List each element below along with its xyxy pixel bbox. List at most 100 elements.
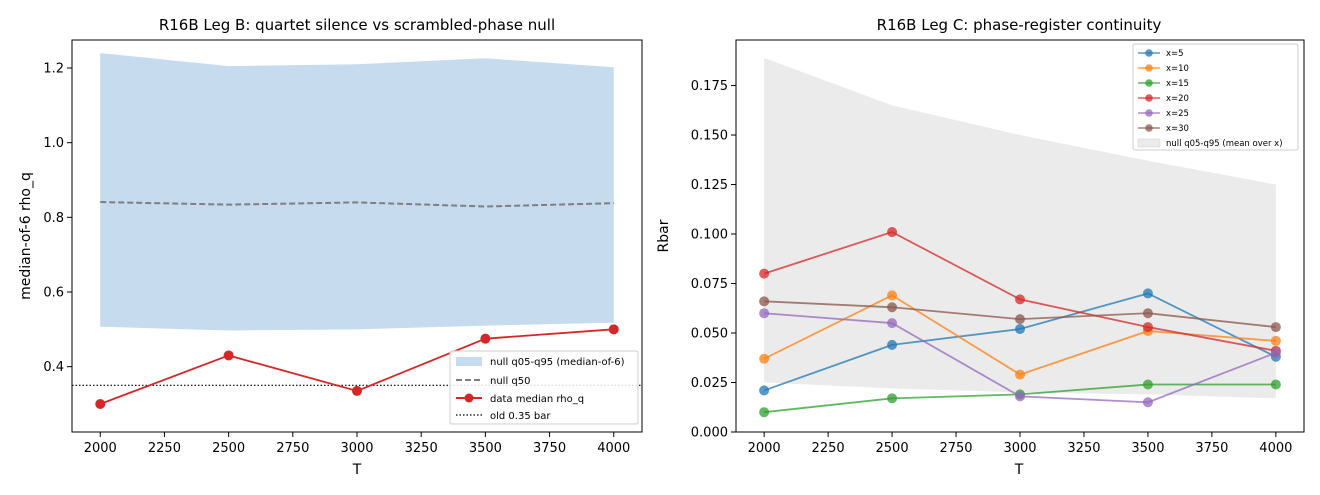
- data-point: [1015, 391, 1025, 402]
- data-point: [1142, 397, 1153, 408]
- data-point: [1270, 335, 1281, 346]
- legend-marker-data: [464, 393, 474, 403]
- x-axis-ticks: 2000 2250 2500 2750 3000 3250 3500 3750 4000: [84, 432, 630, 456]
- data-point: [887, 339, 898, 350]
- legend-frame: [1132, 43, 1299, 151]
- x-tick-label: 3500: [1131, 441, 1164, 456]
- x-tick-label: 2250: [812, 441, 845, 456]
- legend-swatch-marker: [1145, 79, 1153, 87]
- data-point: [1270, 379, 1281, 390]
- data-point: [759, 296, 770, 307]
- y-tick-label: 0.175: [691, 79, 728, 94]
- series-layer: [759, 227, 1281, 418]
- legend-swatch-marker: [1145, 109, 1153, 117]
- data-point: [759, 385, 770, 396]
- legend-swatch-marker: [1145, 94, 1153, 102]
- x-tick-label: 2000: [748, 441, 781, 456]
- legend-swatch-band: [1137, 138, 1161, 148]
- x-tick-label: 3000: [340, 441, 373, 456]
- legend-swatch-band: [456, 357, 482, 366]
- data-point: [759, 308, 770, 319]
- data-point: [1142, 379, 1153, 390]
- data-point: [1270, 322, 1281, 333]
- data-point: [1142, 308, 1153, 319]
- legend: null q05-q95 (median-of-6) null q50 data…: [449, 350, 639, 425]
- y-tick-label: 0.050: [691, 327, 728, 342]
- y-tick-label: 0.075: [691, 277, 728, 292]
- x-axis-label: T: [1014, 462, 1024, 478]
- series-line-0: [100, 201, 614, 208]
- chart-title: R16B Leg C: phase-register continuity: [877, 16, 1162, 34]
- y-tick-label: 1.0: [43, 136, 64, 151]
- x-tick-label: 3250: [1067, 441, 1100, 456]
- x-tick-label: 2500: [212, 441, 245, 456]
- legend-frame: [449, 350, 639, 425]
- data-point: [1015, 324, 1025, 335]
- x-tick-label: 3250: [405, 441, 438, 456]
- x-tick-label: 2750: [276, 441, 309, 456]
- data-point: [1142, 322, 1153, 333]
- data-point: [1015, 294, 1025, 305]
- legend-label: x=5: [1166, 49, 1184, 59]
- data-point: [1142, 288, 1153, 299]
- legend: x=5 x=10 x=15 x=20 x=25 x=30 null q05-q95 (mea…: [1132, 43, 1299, 151]
- x-tick-label: 2500: [876, 441, 909, 456]
- data-point: [887, 302, 898, 313]
- legend-label: x=25: [1166, 109, 1189, 119]
- y-tick-label: 0.150: [691, 129, 728, 144]
- legend-label: x=10: [1166, 64, 1189, 74]
- y-tick-label: 1.2: [43, 62, 64, 77]
- data-point: [887, 393, 898, 404]
- y-axis-label: median-of-6 rho_q: [18, 172, 34, 300]
- y-axis-ticks: 0.4 0.6 0.8 1.0 1.2: [43, 62, 72, 375]
- chart-title: R16B Leg B: quartet silence vs scrambled…: [159, 16, 555, 34]
- data-point: [887, 290, 898, 301]
- legend-label: x=30: [1166, 124, 1189, 134]
- x-tick-label: 3750: [533, 441, 566, 456]
- y-tick-label: 0.100: [691, 228, 728, 243]
- legend-label-band: null q05-q95 (mean over x): [1166, 139, 1283, 149]
- data-point: [223, 350, 234, 361]
- data-point: [95, 399, 106, 409]
- y-axis-ticks: 0.000 0.025 0.050 0.075 0.100 0.125 0.150 0.175: [691, 79, 736, 441]
- null-band: [100, 53, 614, 331]
- x-tick-label: 2250: [148, 441, 181, 456]
- x-tick-label: 4000: [1259, 441, 1292, 456]
- data-point: [352, 385, 362, 396]
- data-point: [759, 407, 770, 418]
- legend-label-band: null q05-q95 (median-of-6): [490, 357, 625, 368]
- band-area: [100, 53, 614, 331]
- y-axis-label: Rbar: [656, 219, 672, 252]
- data-point: [887, 318, 898, 329]
- data-point: [1015, 369, 1025, 380]
- data-point: [887, 227, 898, 238]
- legend-label: x=15: [1166, 79, 1189, 89]
- chart-leg-c: R16B Leg C: phase-register continuity 20…: [656, 16, 1305, 478]
- data-point: [1270, 347, 1281, 358]
- legend-label-data: data median rho_q: [490, 394, 584, 405]
- x-axis-label: T: [352, 462, 362, 478]
- chart-leg-b: R16B Leg B: quartet silence vs scrambled…: [18, 16, 643, 478]
- legend-label-q50: null q50: [490, 376, 530, 387]
- legend-swatch-marker: [1145, 124, 1153, 132]
- y-tick-label: 0.4: [43, 360, 64, 375]
- x-tick-label: 3750: [1195, 441, 1228, 456]
- y-tick-label: 0.125: [691, 178, 728, 193]
- x-tick-label: 4000: [597, 441, 630, 456]
- x-tick-label: 3500: [469, 441, 502, 456]
- data-point: [608, 324, 619, 335]
- x-tick-label: 3000: [1003, 441, 1036, 456]
- legend-label: x=20: [1166, 94, 1189, 104]
- data-point: [759, 268, 770, 279]
- series-layer: [95, 201, 619, 409]
- x-tick-label: 2000: [84, 441, 117, 456]
- y-tick-label: 0.025: [691, 376, 728, 391]
- legend-swatch-marker: [1145, 49, 1153, 57]
- y-tick-label: 0.6: [43, 286, 64, 301]
- data-point: [480, 333, 491, 344]
- data-point: [1015, 314, 1025, 325]
- legend-label-hline: old 0.35 bar: [490, 411, 551, 422]
- legend-swatch-marker: [1145, 64, 1153, 72]
- y-tick-label: 0.8: [43, 211, 64, 226]
